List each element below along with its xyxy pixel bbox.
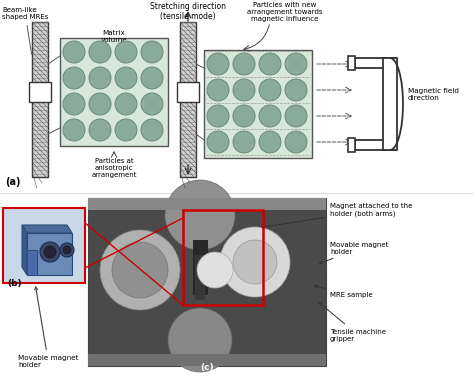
Circle shape — [207, 131, 229, 153]
Text: (a): (a) — [5, 177, 20, 187]
Circle shape — [141, 67, 163, 89]
Text: Movable magnet
holder: Movable magnet holder — [18, 287, 79, 368]
Bar — [193, 240, 208, 295]
Bar — [88, 198, 326, 210]
Bar — [3, 208, 85, 283]
Polygon shape — [22, 225, 72, 233]
Text: Particles with new
arrangement towards
magnetic influence: Particles with new arrangement towards m… — [247, 2, 323, 22]
Polygon shape — [27, 250, 37, 275]
Circle shape — [60, 243, 74, 257]
Text: Magnetic field
direction: Magnetic field direction — [408, 88, 459, 102]
Circle shape — [89, 41, 111, 63]
Circle shape — [63, 246, 71, 254]
Bar — [355, 58, 395, 68]
Bar — [180, 22, 196, 177]
Circle shape — [259, 79, 281, 101]
Bar — [195, 255, 205, 300]
Circle shape — [141, 119, 163, 141]
Bar — [355, 140, 395, 150]
Circle shape — [285, 79, 307, 101]
Circle shape — [285, 53, 307, 75]
Circle shape — [233, 53, 255, 75]
Bar — [29, 82, 51, 102]
Circle shape — [233, 131, 255, 153]
Circle shape — [63, 119, 85, 141]
Bar — [88, 354, 326, 366]
Circle shape — [112, 242, 168, 298]
Circle shape — [207, 105, 229, 127]
Text: Matrix
volume: Matrix volume — [100, 30, 128, 43]
Circle shape — [259, 105, 281, 127]
Circle shape — [115, 41, 137, 63]
Circle shape — [197, 252, 233, 288]
Circle shape — [259, 131, 281, 153]
Bar — [348, 138, 355, 152]
Text: Movable magnet
holder: Movable magnet holder — [319, 242, 388, 264]
Circle shape — [207, 79, 229, 101]
Text: MRE sample: MRE sample — [315, 285, 373, 298]
Bar — [355, 68, 383, 140]
Bar — [183, 210, 263, 305]
Circle shape — [233, 105, 255, 127]
Circle shape — [89, 119, 111, 141]
Circle shape — [165, 180, 235, 250]
Text: Tensile machine
gripper: Tensile machine gripper — [319, 302, 386, 341]
Polygon shape — [22, 225, 27, 275]
Bar — [32, 22, 48, 177]
Circle shape — [285, 131, 307, 153]
Text: Magnet attached to the
holder (both arms): Magnet attached to the holder (both arms… — [262, 203, 412, 228]
Text: Stretching direction
(tensile mode): Stretching direction (tensile mode) — [150, 2, 226, 22]
Circle shape — [259, 53, 281, 75]
Circle shape — [63, 67, 85, 89]
Bar — [383, 58, 397, 150]
Text: Beam-like
shaped MREs: Beam-like shaped MREs — [2, 7, 48, 54]
Bar — [60, 38, 168, 146]
Circle shape — [233, 79, 255, 101]
Bar — [348, 56, 355, 70]
Circle shape — [168, 308, 232, 372]
Circle shape — [233, 240, 277, 284]
Circle shape — [89, 93, 111, 115]
Circle shape — [44, 246, 56, 258]
Text: (c): (c) — [200, 363, 214, 372]
Circle shape — [141, 41, 163, 63]
Circle shape — [115, 119, 137, 141]
Text: Particles at
anisotropic
arrangement: Particles at anisotropic arrangement — [91, 158, 137, 178]
Bar — [204, 50, 312, 158]
Bar — [88, 198, 326, 366]
Circle shape — [63, 93, 85, 115]
Polygon shape — [27, 233, 72, 275]
Circle shape — [115, 93, 137, 115]
Circle shape — [207, 53, 229, 75]
Circle shape — [100, 230, 180, 310]
Circle shape — [63, 41, 85, 63]
Circle shape — [220, 227, 290, 297]
Circle shape — [115, 67, 137, 89]
Circle shape — [285, 105, 307, 127]
Text: (b): (b) — [7, 279, 22, 288]
Circle shape — [141, 93, 163, 115]
Circle shape — [89, 67, 111, 89]
Circle shape — [40, 242, 60, 262]
Bar — [177, 82, 199, 102]
